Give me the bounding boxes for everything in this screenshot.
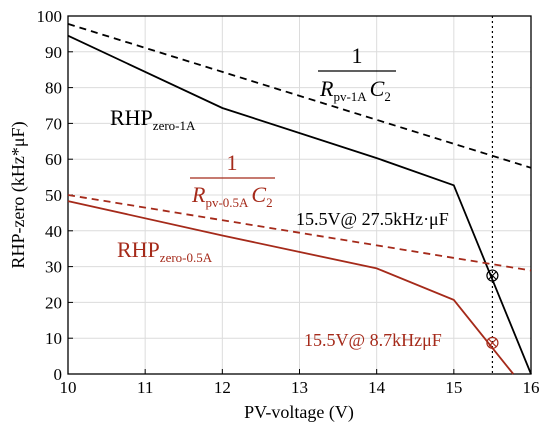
series-lines	[67, 23, 532, 375]
series-line-1	[67, 23, 532, 169]
x-tick-label: 15	[445, 378, 462, 397]
x-tick-label: 16	[523, 378, 540, 397]
x-tick-label: 14	[368, 378, 386, 397]
x-tick-label: 13	[291, 378, 308, 397]
x-axis-label: PV-voltage (V)	[244, 402, 354, 423]
x-tick-labels: 10 11 12 13 14 15 16	[60, 378, 540, 397]
black-point-annotation: 15.5V@ 27.5kHz·μF	[296, 209, 449, 229]
red-fraction-c-subscript: 2	[266, 195, 273, 210]
y-tick-label: 50	[45, 186, 62, 205]
y-tick-label: 0	[54, 365, 63, 384]
y-tick-label: 10	[45, 329, 62, 348]
y-tick-label: 100	[37, 7, 63, 26]
red-fraction-annotation: 1 Rpv-0.5A C2	[190, 150, 275, 210]
x-tick-label: 10	[60, 378, 77, 397]
black-fraction-c-subscript: 2	[384, 89, 391, 104]
red-fraction-numerator: 1	[227, 150, 238, 175]
y-tick-label: 60	[45, 150, 62, 169]
black-fraction-r-subscript: pv-1A	[333, 89, 367, 104]
series-line-3	[67, 194, 532, 272]
point-marker-1	[486, 336, 499, 349]
y-axis-label: RHP-zero (kHz*μF)	[8, 121, 29, 268]
tick-marks	[67, 15, 532, 375]
grid	[67, 15, 532, 375]
black-fraction-annotation: 1 Rpv-1A C2	[318, 43, 396, 104]
black-fraction-numerator: 1	[352, 43, 363, 68]
series-line-2	[67, 200, 515, 375]
red-series-label: RHPzero-0.5A	[117, 237, 213, 265]
y-tick-labels: 0 10 20 30 40 50 60 70 80 90 100	[37, 7, 63, 384]
black-series-label: RHPzero-1A	[110, 105, 196, 133]
y-tick-label: 40	[45, 222, 62, 241]
x-tick-label: 11	[137, 378, 153, 397]
black-fraction-denominator: Rpv-1A C2	[319, 76, 391, 104]
x-tick-label: 12	[214, 378, 231, 397]
y-tick-label: 30	[45, 258, 62, 277]
y-tick-label: 80	[45, 79, 62, 98]
y-tick-label: 20	[45, 293, 62, 312]
red-point-annotation: 15.5V@ 8.7kHzμF	[304, 330, 442, 350]
y-tick-label: 70	[45, 114, 62, 133]
point-markers	[486, 269, 499, 349]
red-fraction-denominator: Rpv-0.5A C2	[191, 182, 273, 210]
y-tick-label: 90	[45, 43, 62, 62]
series-line-0	[67, 34, 532, 375]
red-fraction-r-subscript: pv-0.5A	[205, 195, 249, 210]
point-marker-0	[486, 269, 499, 282]
